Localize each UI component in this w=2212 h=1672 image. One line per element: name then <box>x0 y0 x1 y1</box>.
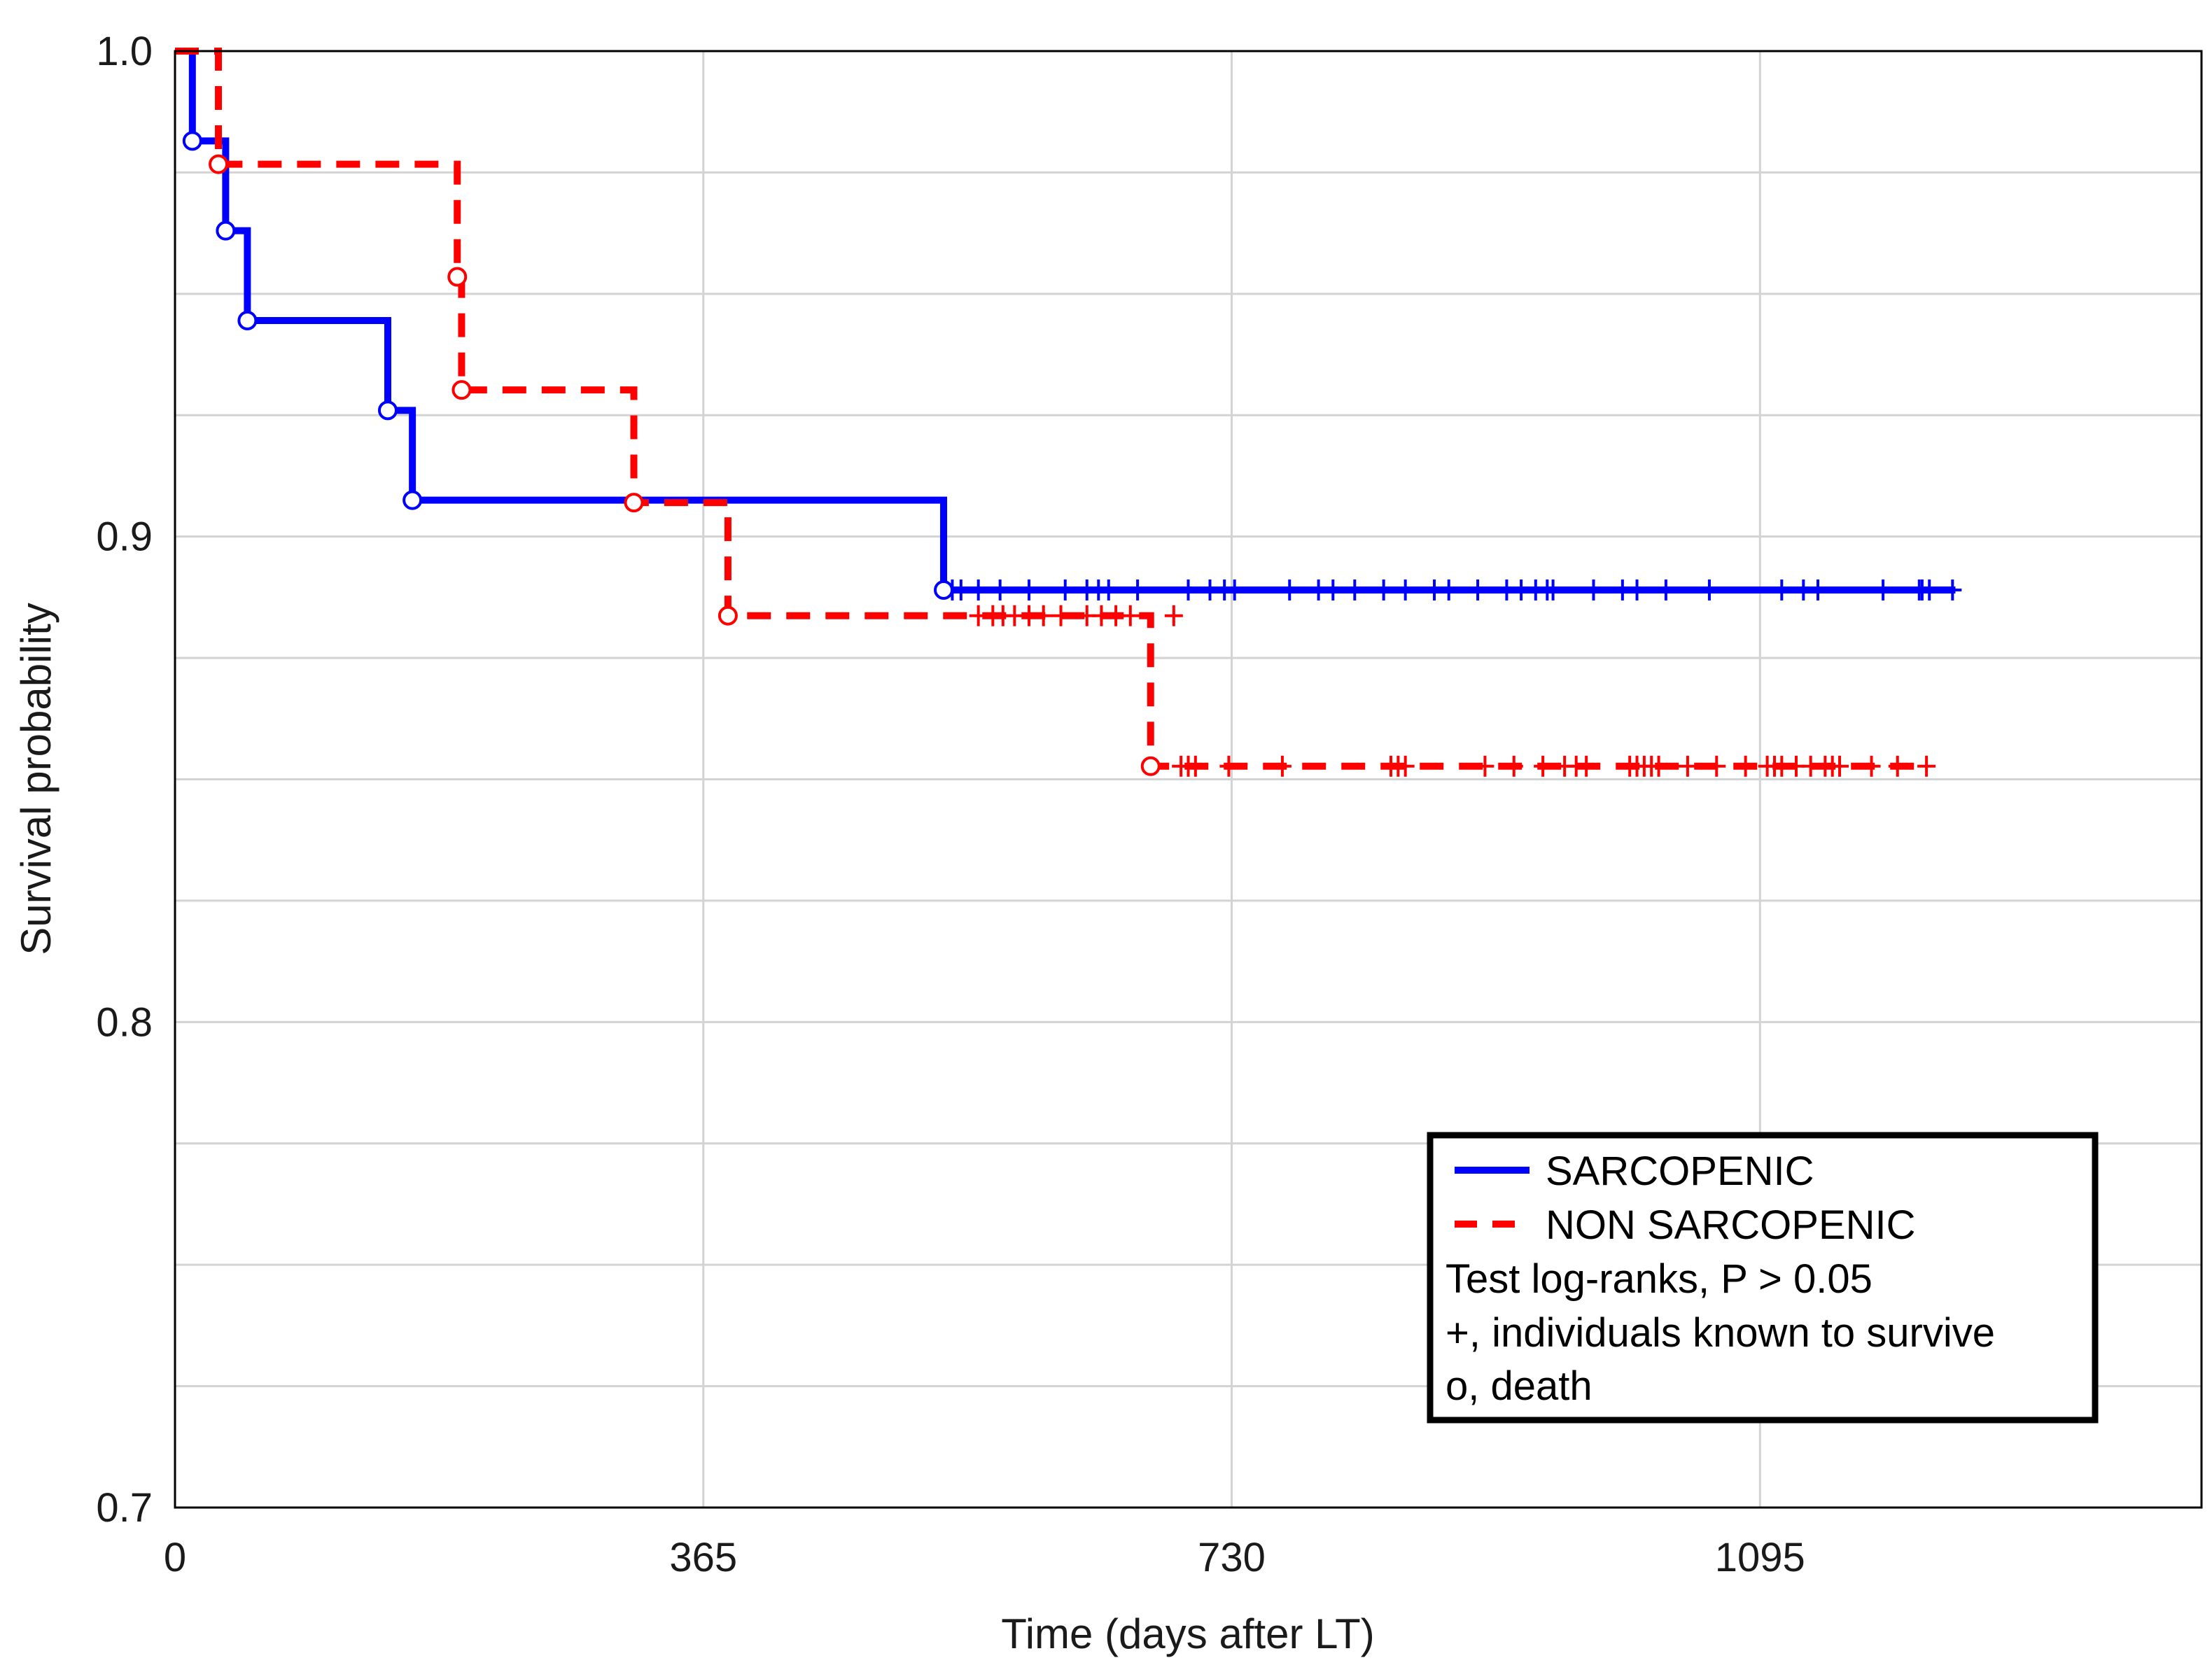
censor-mark-sarcopenic-1 <box>951 579 970 600</box>
death-mark-non-sarcopenic-4 <box>718 605 738 626</box>
censor-mark-non-sarcopenic-19 <box>1396 755 1415 777</box>
y-tick-label-0: 1.0 <box>96 29 153 74</box>
plot-series <box>175 48 1962 777</box>
x-tick-label-2: 730 <box>1198 1535 1266 1580</box>
censor-mark-non-sarcopenic-43 <box>1888 755 1907 777</box>
censor-mark-non-sarcopenic-22 <box>1534 755 1553 777</box>
censor-mark-non-sarcopenic-31 <box>1678 755 1697 777</box>
censor-mark-sarcopenic-30 <box>1628 579 1646 600</box>
censor-mark-non-sarcopenic-5 <box>1034 605 1053 626</box>
series-layer <box>175 48 1962 777</box>
death-mark-non-sarcopenic-1 <box>447 267 468 287</box>
censor-mark-sarcopenic-9 <box>1128 579 1147 600</box>
censor-mark-sarcopenic-28 <box>1584 579 1603 600</box>
legend-note-censored: +, individuals known to survive <box>1446 1310 1995 1356</box>
death-mark-non-sarcopenic-0 <box>209 154 229 174</box>
censor-mark-sarcopenic-13 <box>1225 579 1244 600</box>
legend-box <box>1427 1132 2099 1424</box>
y-axis-title: Survival probability <box>13 603 59 955</box>
censor-mark-sarcopenic-33 <box>1772 579 1791 600</box>
death-mark-sarcopenic-2 <box>237 310 258 330</box>
censor-mark-non-sarcopenic-42 <box>1862 755 1881 777</box>
censor-mark-sarcopenic-16 <box>1324 579 1343 600</box>
censor-mark-non-sarcopenic-16 <box>1273 755 1292 777</box>
censor-mark-non-sarcopenic-25 <box>1577 755 1596 777</box>
legend-label-sarcopenic: SARCOPENIC <box>1546 1148 1814 1194</box>
y-tick-label-2: 0.8 <box>96 999 153 1045</box>
censor-mark-sarcopenic-36 <box>1874 579 1893 600</box>
censor-mark-non-sarcopenic-14 <box>1186 755 1205 777</box>
censor-mark-non-sarcopenic-33 <box>1736 755 1755 777</box>
censor-mark-sarcopenic-5 <box>1056 579 1074 600</box>
censor-mark-non-sarcopenic-21 <box>1504 755 1523 777</box>
death-mark-non-sarcopenic-2 <box>451 380 472 400</box>
censor-mark-sarcopenic-4 <box>1020 579 1039 600</box>
censor-mark-non-sarcopenic-20 <box>1476 755 1494 777</box>
grid <box>175 51 2202 1508</box>
censor-mark-non-sarcopenic-11 <box>1164 605 1183 626</box>
censor-mark-sarcopenic-35 <box>1809 579 1828 600</box>
censor-mark-non-sarcopenic-6 <box>1051 605 1070 626</box>
censor-mark-sarcopenic-22 <box>1469 579 1488 600</box>
x-axis-title: Time (days after LT) <box>1001 1610 1374 1657</box>
censor-mark-sarcopenic-39 <box>1920 579 1939 600</box>
death-mark-sarcopenic-5 <box>934 579 954 600</box>
x-tick-label-0: 0 <box>164 1535 186 1580</box>
censor-mark-sarcopenic-10 <box>1179 579 1198 600</box>
y-axis: 1.0 0.9 0.8 0.7 <box>96 29 153 1531</box>
censor-mark-non-sarcopenic-30 <box>1649 755 1668 777</box>
censor-mark-sarcopenic-40 <box>1943 579 1962 600</box>
censor-mark-non-sarcopenic-44 <box>1917 755 1936 777</box>
death-mark-non-sarcopenic-5 <box>1140 756 1161 776</box>
x-tick-label-1: 365 <box>669 1535 737 1580</box>
censor-mark-non-sarcopenic-32 <box>1707 755 1726 777</box>
censor-mark-sarcopenic-19 <box>1396 579 1415 600</box>
death-mark-non-sarcopenic-3 <box>624 493 644 513</box>
legend-note-death: o, death <box>1446 1363 1592 1409</box>
death-mark-sarcopenic-4 <box>402 490 423 510</box>
x-axis: 0 365 730 1095 <box>164 1535 1805 1580</box>
legend-note-test: Test log-ranks, P > 0.05 <box>1446 1256 1872 1302</box>
censor-mark-sarcopenic-14 <box>1280 579 1299 600</box>
censor-mark-sarcopenic-31 <box>1656 579 1675 600</box>
censor-mark-sarcopenic-27 <box>1544 579 1562 600</box>
censor-mark-sarcopenic-17 <box>1345 579 1364 600</box>
death-mark-sarcopenic-3 <box>377 400 398 421</box>
censor-mark-sarcopenic-3 <box>990 579 1009 600</box>
censor-mark-sarcopenic-2 <box>969 579 988 600</box>
y-tick-label-3: 0.7 <box>96 1485 153 1531</box>
legend-label-non-sarcopenic: NON SARCOPENIC <box>1546 1202 1916 1248</box>
legend: SARCOPENIC NON SARCOPENIC Test log-ranks… <box>1427 1132 2099 1424</box>
plot-frame <box>174 50 2203 1509</box>
censor-mark-non-sarcopenic-41 <box>1830 755 1849 777</box>
censor-mark-non-sarcopenic-10 <box>1121 605 1140 626</box>
x-tick-label-3: 1095 <box>1715 1535 1805 1580</box>
censor-mark-sarcopenic-8 <box>1099 579 1118 600</box>
death-mark-sarcopenic-1 <box>216 220 236 241</box>
censor-mark-non-sarcopenic-15 <box>1219 755 1238 777</box>
y-tick-label-1: 0.9 <box>96 514 153 560</box>
death-mark-sarcopenic-0 <box>182 131 202 151</box>
censor-mark-sarcopenic-21 <box>1439 579 1458 600</box>
censor-mark-sarcopenic-32 <box>1700 579 1718 600</box>
censor-mark-sarcopenic-18 <box>1374 579 1393 600</box>
